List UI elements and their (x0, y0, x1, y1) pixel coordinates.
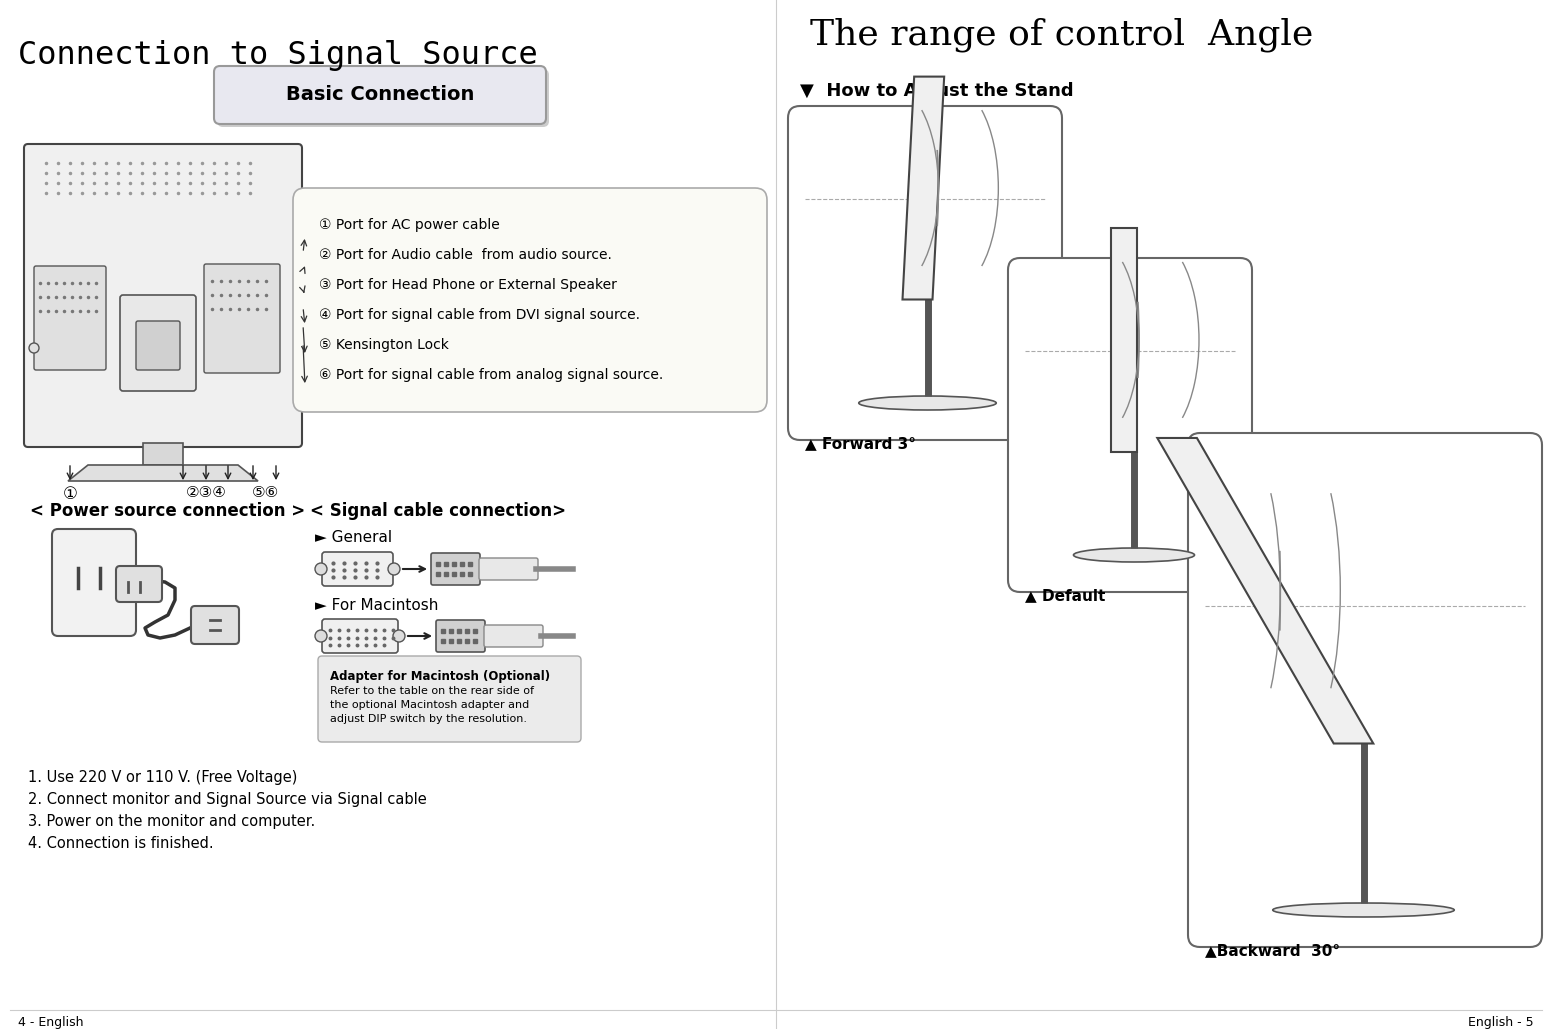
Circle shape (388, 563, 400, 575)
FancyBboxPatch shape (318, 657, 580, 742)
Polygon shape (68, 465, 258, 481)
Text: < Power source connection >: < Power source connection > (29, 502, 306, 520)
Text: ② Port for Audio cable  from audio source.: ② Port for Audio cable from audio source… (320, 248, 611, 262)
Bar (143, 443, 183, 465)
Text: ▲Backward  30°: ▲Backward 30° (1204, 943, 1339, 958)
Text: ► For Macintosh: ► For Macintosh (315, 598, 438, 613)
Text: Refer to the table on the rear side of
the optional Macintosh adapter and
adjust: Refer to the table on the rear side of t… (331, 686, 534, 724)
Ellipse shape (1074, 548, 1195, 562)
FancyBboxPatch shape (1187, 433, 1543, 947)
FancyBboxPatch shape (116, 566, 161, 602)
FancyBboxPatch shape (321, 552, 393, 586)
Text: Connection to Signal Source: Connection to Signal Source (19, 40, 537, 71)
Text: < Signal cable connection>: < Signal cable connection> (310, 502, 566, 520)
FancyBboxPatch shape (214, 66, 546, 125)
Text: 4 - English: 4 - English (19, 1016, 84, 1029)
FancyBboxPatch shape (293, 188, 767, 412)
FancyBboxPatch shape (484, 625, 543, 647)
Circle shape (393, 630, 405, 642)
Polygon shape (1111, 228, 1138, 452)
Text: Adapter for Macintosh (Optional): Adapter for Macintosh (Optional) (331, 670, 549, 683)
Text: ①: ① (62, 485, 78, 503)
FancyBboxPatch shape (23, 144, 303, 447)
Ellipse shape (858, 396, 996, 410)
Polygon shape (1158, 438, 1374, 744)
FancyBboxPatch shape (788, 106, 1062, 440)
FancyBboxPatch shape (137, 321, 180, 370)
Text: ▼  How to Adjust the Stand: ▼ How to Adjust the Stand (799, 82, 1074, 100)
FancyBboxPatch shape (203, 264, 279, 372)
FancyBboxPatch shape (1007, 258, 1252, 592)
FancyBboxPatch shape (480, 558, 539, 580)
FancyBboxPatch shape (53, 529, 137, 636)
Text: ① Port for AC power cable: ① Port for AC power cable (320, 218, 500, 232)
Text: ⑥ Port for signal cable from analog signal source.: ⑥ Port for signal cable from analog sign… (320, 368, 663, 382)
Text: 2. Connect monitor and Signal Source via Signal cable: 2. Connect monitor and Signal Source via… (28, 792, 427, 807)
Text: ▲ Forward 3°: ▲ Forward 3° (805, 436, 916, 451)
Text: The range of control  Angle: The range of control Angle (810, 17, 1313, 52)
FancyBboxPatch shape (217, 69, 549, 127)
Text: ④ Port for signal cable from DVI signal source.: ④ Port for signal cable from DVI signal … (320, 308, 639, 322)
FancyBboxPatch shape (34, 267, 106, 370)
Text: ► General: ► General (315, 530, 393, 545)
Polygon shape (903, 76, 944, 299)
Circle shape (315, 630, 327, 642)
Text: 1. Use 220 V or 110 V. (Free Voltage): 1. Use 220 V or 110 V. (Free Voltage) (28, 770, 298, 785)
FancyBboxPatch shape (191, 606, 239, 644)
Text: ③ Port for Head Phone or External Speaker: ③ Port for Head Phone or External Speake… (320, 278, 616, 292)
Ellipse shape (1273, 903, 1454, 917)
Text: ⑤⑥: ⑤⑥ (251, 485, 279, 500)
Text: 3. Power on the monitor and computer.: 3. Power on the monitor and computer. (28, 814, 315, 829)
Text: ▲ Default: ▲ Default (1024, 588, 1105, 603)
FancyBboxPatch shape (431, 553, 480, 586)
Text: Basic Connection: Basic Connection (286, 85, 475, 105)
FancyBboxPatch shape (321, 619, 397, 653)
FancyBboxPatch shape (120, 295, 196, 391)
Circle shape (29, 343, 39, 353)
FancyBboxPatch shape (436, 620, 484, 652)
Text: ②③④: ②③④ (186, 485, 227, 500)
Circle shape (315, 563, 327, 575)
Text: ⑤ Kensington Lock: ⑤ Kensington Lock (320, 338, 449, 352)
Text: 4. Connection is finished.: 4. Connection is finished. (28, 836, 214, 851)
Text: English - 5: English - 5 (1468, 1016, 1533, 1029)
